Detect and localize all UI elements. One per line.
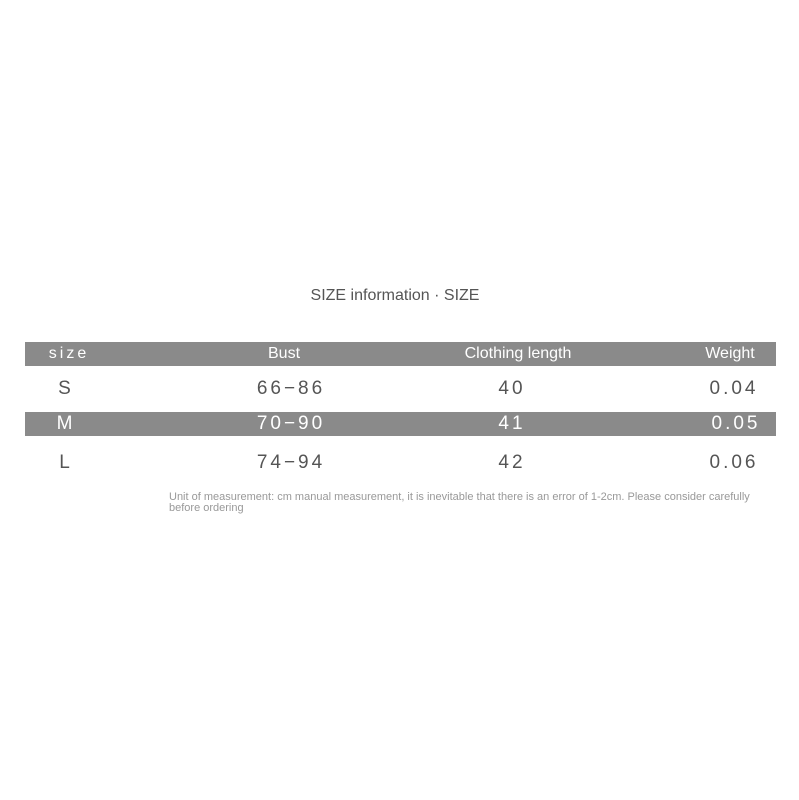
- cell: 70−90: [256, 413, 326, 434]
- title: SIZE information · SIZE: [310, 287, 480, 304]
- header-cell: Bust: [267, 345, 301, 362]
- table-row: S 66−86 40 0.04: [25, 377, 776, 401]
- footnote: Unit of measurement: cm manual measureme…: [169, 491, 750, 514]
- cell: 0.04: [709, 378, 759, 399]
- cell: 0.06: [709, 452, 759, 473]
- header-row: size Bust Clothing length Weight: [25, 342, 776, 366]
- cell: S: [58, 378, 74, 399]
- header-cell: Weight: [705, 345, 755, 362]
- cell: 40: [498, 378, 526, 399]
- cell: 42: [498, 452, 526, 473]
- cell: M: [56, 413, 76, 434]
- cell: L: [59, 452, 73, 473]
- table-row: M 70−90 41 0.05: [25, 412, 776, 436]
- cell: 66−86: [256, 378, 326, 399]
- header-cell: size: [48, 345, 90, 362]
- cell: 0.05: [711, 413, 761, 434]
- table-row: L 74−94 42 0.06: [25, 451, 776, 475]
- header-cell: Clothing length: [464, 345, 572, 362]
- cell: 74−94: [256, 452, 326, 473]
- cell: 41: [498, 413, 526, 434]
